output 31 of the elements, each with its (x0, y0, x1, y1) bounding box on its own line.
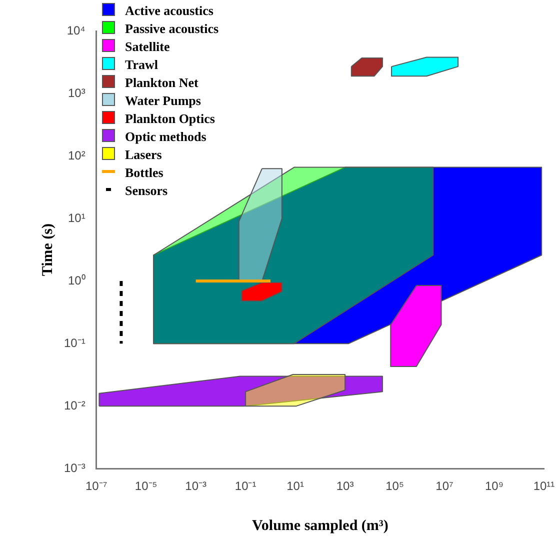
legend-label: Trawl (125, 57, 158, 72)
y-axis-title: Time (s) (40, 223, 56, 276)
legend-label: Plankton Optics (125, 111, 215, 126)
y-tick-label: 10¹ (68, 210, 86, 225)
legend-label: Sensors (125, 183, 168, 198)
legend-label: Lasers (125, 147, 162, 162)
legend-label: Passive acoustics (125, 21, 219, 36)
legend-label: Bottles (125, 165, 164, 180)
x-axis-title: Volume sampled (m³) (252, 518, 388, 534)
legend-label: Optic methods (125, 129, 206, 144)
y-tick-label: 10⁴ (66, 23, 86, 38)
y-tick-label: 10⁻¹ (64, 336, 86, 350)
legend-label: Active acoustics (125, 3, 214, 18)
x-tick-label: 10¹ (286, 479, 304, 494)
x-tick-label: 10⁹ (485, 479, 504, 494)
x-tick-label: 10⁻⁷ (85, 479, 108, 494)
y-tick-label: 10⁻² (64, 398, 86, 412)
x-tick-label: 10⁻¹ (234, 479, 256, 494)
legend-label: Plankton Net (125, 75, 198, 90)
y-tick-label: 10⁰ (68, 273, 86, 288)
legend-label: Satellite (125, 39, 170, 54)
legend-label: Water Pumps (125, 93, 201, 108)
x-tick-label: 10³ (336, 479, 354, 494)
x-tick-label: 10⁷ (436, 479, 454, 494)
x-tick-label: 10¹¹ (533, 479, 555, 494)
x-tick-label: 10⁻³ (185, 479, 206, 494)
y-tick-label: 10⁻³ (64, 460, 86, 475)
x-tick-label: 10⁻⁵ (134, 479, 158, 494)
y-tick-label: 10² (68, 148, 86, 162)
y-tick-label: 10³ (68, 86, 86, 100)
x-tick-label: 10⁵ (386, 479, 404, 494)
